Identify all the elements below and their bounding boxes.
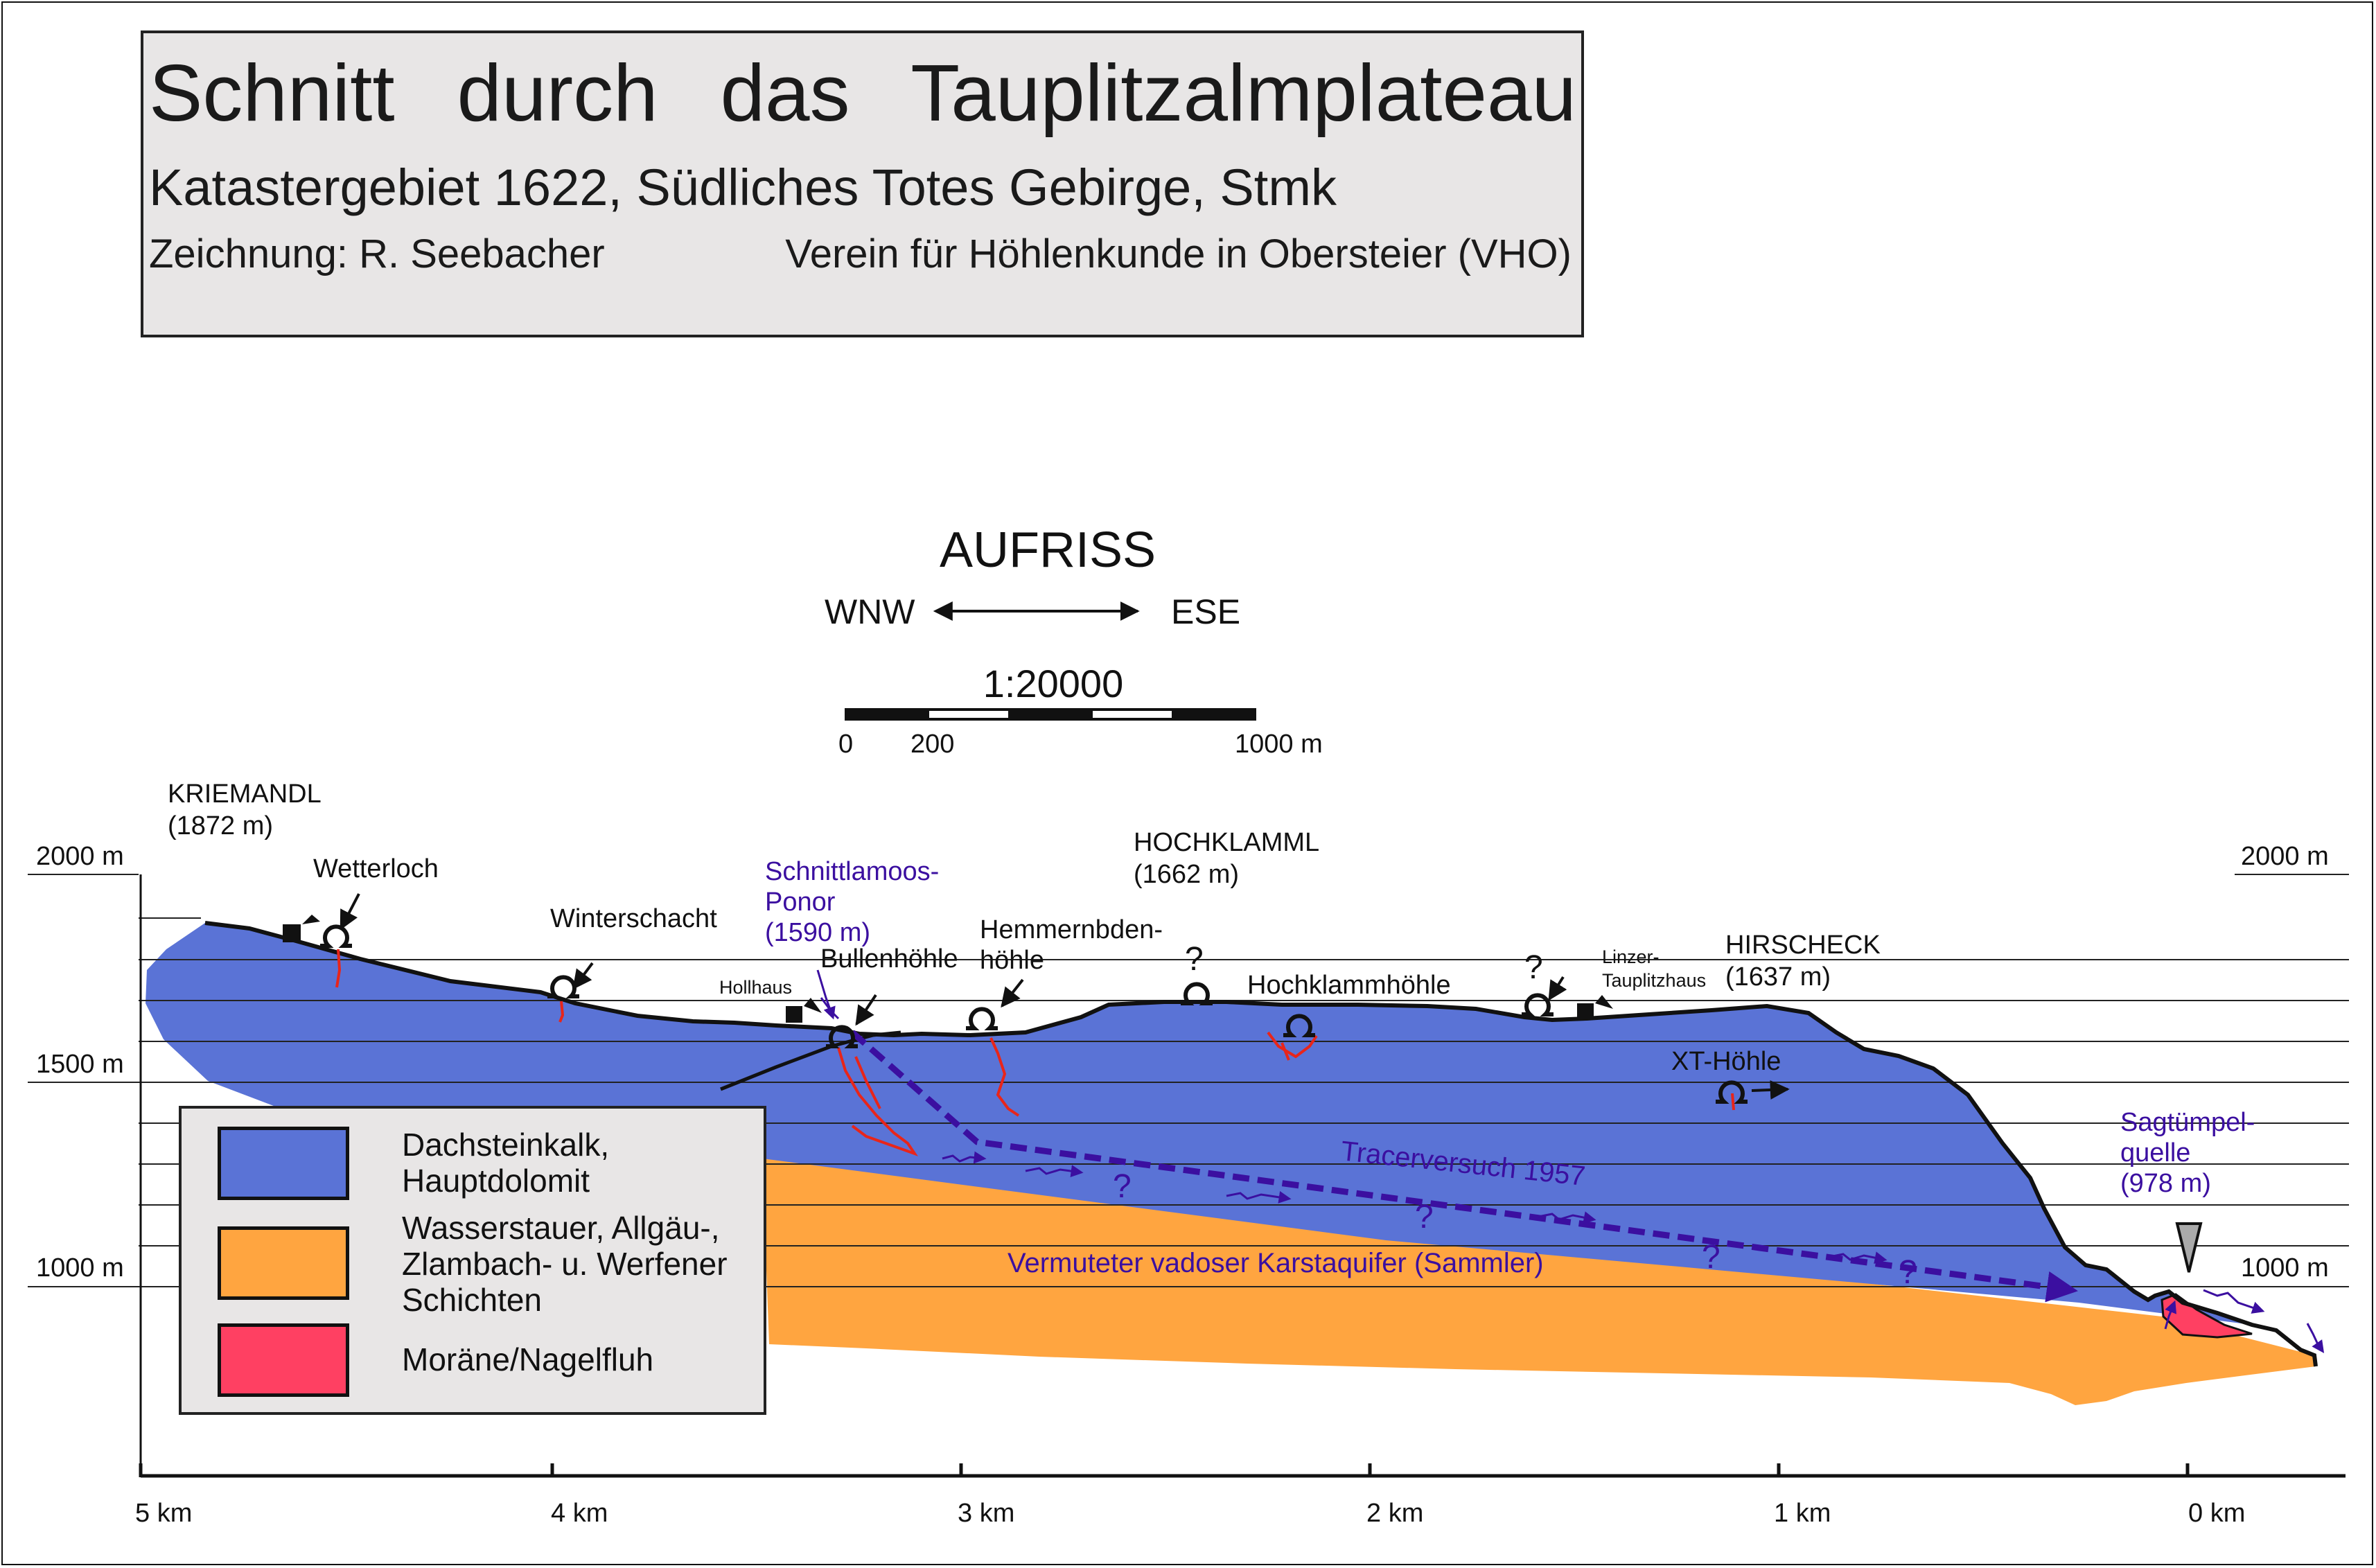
- question-mark: ?: [1185, 941, 1204, 978]
- scale-tick-200: 200: [910, 730, 954, 759]
- peak-kriemandl-name: KRIEMANDL: [168, 779, 322, 809]
- label-spring-2: quelle: [2120, 1138, 2190, 1168]
- ponor-pointer: [816, 969, 836, 1020]
- distance-axis: [139, 1463, 2346, 1478]
- label-xt-hoehle: XT-Höhle: [1671, 1047, 1781, 1076]
- label-hochklammhoehle: Hochklammhöhle: [1247, 971, 1451, 1000]
- legend-label-limestone: Dachsteinkalk, Hauptdolomit: [402, 1127, 610, 1199]
- legend-swatch-aquitard: [218, 1226, 349, 1300]
- elevation-label-1000-right: 1000 m: [2241, 1253, 2329, 1283]
- legend-swatch-moraine: [218, 1323, 349, 1397]
- label-hemmern-1: Hemmernbden-: [980, 915, 1163, 944]
- distance-label-5km: 5 km: [135, 1499, 192, 1528]
- drawing-credit: Zeichnung: R. Seebacher: [149, 231, 605, 276]
- distance-label-3km: 3 km: [958, 1499, 1014, 1528]
- west-label: WNW: [825, 592, 915, 631]
- cave-entrance-symbols: [320, 924, 1748, 1104]
- label-ponor-2: Ponor: [765, 888, 836, 917]
- peak-hochklamml-elevation: (1662 m): [1134, 860, 1239, 889]
- subtitle: Katastergebiet 1622, Südliches Totes Geb…: [149, 159, 1337, 216]
- legend-label-moraine: Moräne/Nagelfluh: [402, 1341, 654, 1377]
- east-label: ESE: [1171, 592, 1240, 631]
- question-mark: ?: [1524, 949, 1543, 986]
- scale-tick-0: 0: [838, 730, 853, 759]
- main-title: Schnitt durch das Tauplitzalmplateau: [149, 48, 1576, 138]
- label-bullenhoehle: Bullenhöhle: [820, 944, 958, 974]
- peak-hirscheck-name: HIRSCHECK: [1725, 931, 1881, 960]
- elevation-label-1500-left: 1500 m: [36, 1050, 124, 1079]
- label-ponor-1: Schnittlamoos-: [765, 857, 939, 886]
- question-mark: ?: [1899, 1254, 1917, 1291]
- peak-hochklamml-name: HOCHKLAMML: [1134, 828, 1319, 857]
- terrain-surface: [204, 921, 2318, 1367]
- flow-markers: [820, 997, 2325, 1353]
- airflow-arrows: [340, 893, 1790, 1100]
- label-linzer-2: Tauplitzhaus: [1602, 970, 1706, 991]
- label-hollhaus: Hollhaus: [719, 977, 792, 998]
- label-wetterloch: Wetterloch: [313, 854, 439, 883]
- label-spring-3: (978 m): [2120, 1169, 2211, 1198]
- elevation-label-2000-left: 2000 m: [36, 842, 124, 871]
- label-aquifer: Vermuteter vadoser Karstaquifer (Sammler…: [1007, 1248, 1544, 1278]
- label-linzer-1: Linzer-: [1602, 946, 1660, 967]
- elevation-label-1000-left: 1000 m: [36, 1253, 124, 1283]
- cave-passages: [335, 949, 1735, 1156]
- question-mark: ?: [1415, 1199, 1434, 1235]
- label-spring-1: Sagtümpel-: [2120, 1108, 2255, 1137]
- title-block: Schnitt durch das Tauplitzalmplateau Kat…: [141, 30, 1584, 337]
- question-mark: ?: [1113, 1168, 1132, 1205]
- distance-label-2km: 2 km: [1366, 1499, 1423, 1528]
- label-ponor-3: (1590 m): [765, 918, 870, 947]
- tracer-path: [850, 1030, 2078, 1303]
- peak-kriemandl-elevation: (1872 m): [168, 811, 273, 840]
- scale-ratio: 1:20000: [983, 662, 1123, 705]
- distance-label-0km: 0 km: [2188, 1499, 2245, 1528]
- legend-swatch-limestone: [218, 1127, 349, 1200]
- club-credit: Verein für Höhlenkunde in Obersteier (VH…: [785, 231, 1572, 276]
- label-winterschacht: Winterschacht: [550, 904, 717, 933]
- legend-label-aquitard: Wasserstauer, Allgäu-, Zlambach- u. Werf…: [402, 1210, 728, 1318]
- distance-label-4km: 4 km: [551, 1499, 608, 1528]
- question-mark: ?: [1702, 1239, 1721, 1276]
- distance-label-1km: 1 km: [1774, 1499, 1831, 1528]
- scale-tick-1000: 1000 m: [1235, 730, 1323, 759]
- legend-box: Dachsteinkalk, Hauptdolomit Wasserstauer…: [179, 1106, 766, 1415]
- building-markers: [283, 915, 1613, 1023]
- label-hemmern-2: höhle: [980, 946, 1044, 975]
- spring-marker: [2175, 1222, 2203, 1273]
- aquitard-layer: [762, 1159, 2316, 1405]
- elevation-label-2000-right: 2000 m: [2241, 842, 2329, 871]
- scale-bar: [845, 708, 1256, 721]
- aufriss-heading: AUFRISS: [940, 522, 1156, 578]
- peak-hirscheck-elevation: (1637 m): [1725, 962, 1831, 992]
